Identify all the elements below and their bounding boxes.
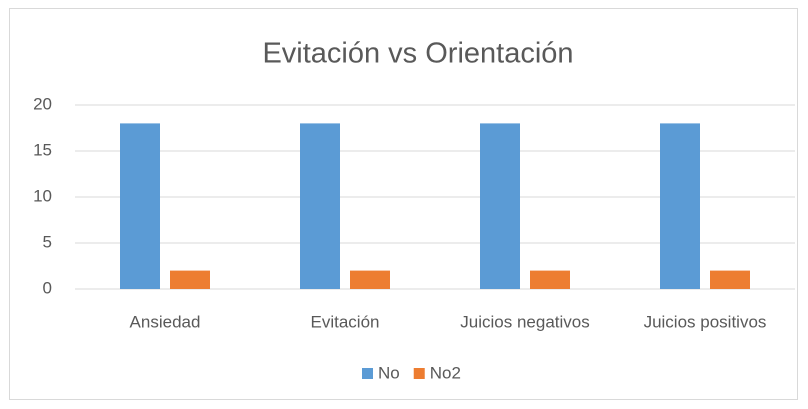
legend-swatch <box>362 368 373 379</box>
y-tick-label: 15 <box>33 140 52 159</box>
x-tick-label: Juicios positivos <box>644 312 767 331</box>
y-tick-label: 0 <box>43 278 52 297</box>
legend-swatch <box>413 368 425 379</box>
x-tick-label: Juicios negativos <box>460 312 589 331</box>
bar <box>530 270 570 289</box>
bar <box>480 123 520 290</box>
bar <box>710 270 750 289</box>
legend-label: No <box>378 363 400 382</box>
x-tick-label: Evitación <box>311 312 380 331</box>
bar <box>170 270 210 289</box>
chart-title: Evitación vs Orientación <box>262 38 573 70</box>
bar <box>120 123 160 290</box>
x-tick-label: Ansiedad <box>130 312 201 331</box>
bar <box>660 123 700 290</box>
bar <box>300 123 340 290</box>
bar <box>350 270 390 289</box>
legend-label: No2 <box>430 363 461 382</box>
y-tick-label: 20 <box>33 94 52 113</box>
y-tick-label: 10 <box>33 186 52 205</box>
y-tick-label: 5 <box>43 232 52 251</box>
